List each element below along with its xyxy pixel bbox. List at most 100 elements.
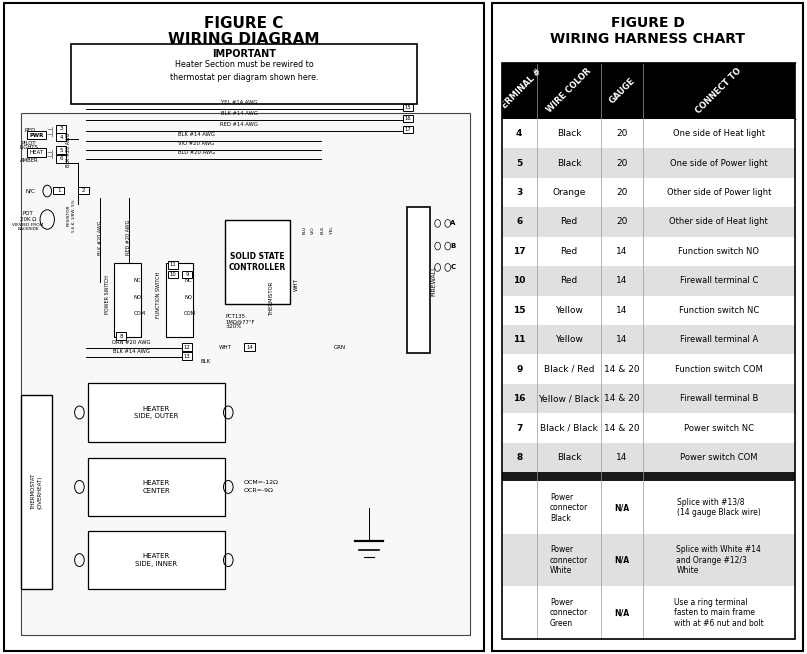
Text: HEATER
SIDE, OUTER: HEATER SIDE, OUTER (134, 405, 178, 419)
Text: 14 & 20: 14 & 20 (604, 394, 640, 403)
Text: FIGURE D: FIGURE D (611, 16, 684, 30)
Text: 2: 2 (82, 188, 86, 193)
Text: PILOT: PILOT (22, 141, 36, 146)
Bar (116, 332, 127, 340)
Text: OCR=-9Ω: OCR=-9Ω (244, 489, 274, 493)
Text: Red: Red (561, 218, 578, 226)
Text: Yellow: Yellow (555, 306, 583, 315)
Text: 3: 3 (516, 188, 522, 197)
Bar (182, 271, 192, 279)
Text: BLK #14 AWG: BLK #14 AWG (221, 111, 257, 116)
Text: ⊣: ⊣ (47, 150, 52, 156)
Bar (21, 113, 470, 634)
Text: 1: 1 (57, 188, 61, 193)
Text: 5: 5 (60, 148, 63, 153)
Text: 14: 14 (617, 336, 628, 344)
Text: BLK #20 AWG: BLK #20 AWG (98, 220, 102, 255)
Text: One side of Power light: One side of Power light (670, 158, 767, 167)
Text: THERMISTOR: THERMISTOR (270, 281, 274, 315)
Text: POWER SWITCH: POWER SWITCH (105, 275, 110, 314)
Text: 11: 11 (169, 262, 177, 267)
Text: AMBER: AMBER (19, 158, 38, 163)
Bar (78, 186, 89, 194)
Text: VIO #20 AWG: VIO #20 AWG (178, 141, 214, 146)
Text: ±20%: ±20% (226, 324, 242, 330)
Text: Function switch COM: Function switch COM (675, 365, 763, 373)
Text: FIGURE C: FIGURE C (204, 16, 284, 31)
Bar (21, 395, 52, 589)
Text: ⊣: ⊣ (47, 154, 52, 160)
Bar (56, 146, 66, 154)
Text: 8: 8 (516, 453, 522, 462)
Text: 17: 17 (513, 247, 525, 256)
Text: N/A: N/A (614, 556, 629, 564)
Text: TERMINAL #: TERMINAL # (495, 67, 543, 114)
Text: 1MΩ@77°F: 1MΩ@77°F (226, 319, 255, 324)
Text: VIEWED FROM: VIEWED FROM (12, 223, 44, 227)
Text: HEAT: HEAT (30, 150, 44, 155)
Text: 6: 6 (516, 218, 522, 226)
Bar (502, 481, 795, 534)
Bar (182, 353, 192, 360)
Bar (88, 458, 225, 516)
Text: 20K Ω: 20K Ω (20, 217, 36, 222)
Text: 20: 20 (617, 129, 628, 138)
Text: 6: 6 (60, 156, 63, 161)
Text: FIREWALL: FIREWALL (431, 265, 437, 296)
Text: 14: 14 (246, 345, 253, 350)
Text: BLU #20 AWG: BLU #20 AWG (178, 150, 215, 156)
Text: 20: 20 (617, 218, 628, 226)
Text: 14: 14 (617, 277, 628, 285)
Text: BLU: BLU (302, 226, 306, 234)
Bar (502, 178, 795, 207)
Text: YEL: YEL (329, 226, 333, 233)
Text: N/A: N/A (614, 608, 629, 617)
Text: 9: 9 (516, 365, 522, 373)
Bar (168, 271, 178, 279)
Text: PWR: PWR (30, 133, 44, 137)
Bar (502, 534, 795, 587)
Bar (502, 413, 795, 443)
Bar (502, 354, 795, 384)
Text: A: A (450, 220, 456, 226)
Text: RED: RED (25, 128, 36, 133)
Text: BLK: BLK (201, 360, 211, 364)
Bar (502, 384, 795, 413)
Text: ORN #20 AWG: ORN #20 AWG (112, 340, 151, 345)
Text: Red: Red (561, 277, 578, 285)
Bar (502, 119, 795, 148)
Text: COM: COM (184, 311, 196, 316)
Text: 3: 3 (60, 126, 63, 131)
Bar (502, 63, 795, 639)
Bar (225, 220, 290, 304)
Text: Black / Black: Black / Black (540, 424, 598, 432)
Text: ⊣: ⊣ (47, 132, 52, 139)
Text: VIO: VIO (312, 226, 316, 233)
Text: 7: 7 (516, 424, 522, 432)
Text: FUNCTION SWITCH: FUNCTION SWITCH (156, 271, 161, 318)
Text: NO: NO (134, 295, 141, 300)
Text: 10: 10 (513, 277, 525, 285)
Bar (502, 266, 795, 296)
Text: 5: 5 (516, 158, 522, 167)
Text: Function switch NC: Function switch NC (679, 306, 759, 315)
Text: COM: COM (134, 311, 146, 316)
Text: YEL #14 AWG: YEL #14 AWG (221, 100, 257, 105)
Text: WIRING DIAGRAM: WIRING DIAGRAM (169, 33, 320, 47)
Bar (53, 186, 64, 194)
Text: Orange: Orange (553, 188, 586, 197)
Text: BLK #14 AWG: BLK #14 AWG (113, 349, 150, 354)
Text: Power
connector
Black: Power connector Black (550, 492, 588, 523)
Text: Splice with #13/8
(14 gauge Black wire): Splice with #13/8 (14 gauge Black wire) (677, 498, 761, 517)
Text: 8: 8 (119, 334, 123, 339)
Text: C: C (450, 264, 456, 271)
Text: 11: 11 (513, 336, 525, 344)
Text: Black: Black (557, 129, 581, 138)
Text: Firewall terminal B: Firewall terminal B (679, 394, 758, 403)
Bar (502, 587, 795, 639)
Text: 12: 12 (184, 345, 190, 350)
Text: BLK #20 AWG: BLK #20 AWG (66, 133, 71, 167)
Text: N/C: N/C (26, 188, 36, 194)
Bar (502, 296, 795, 325)
Text: 20: 20 (617, 188, 628, 197)
